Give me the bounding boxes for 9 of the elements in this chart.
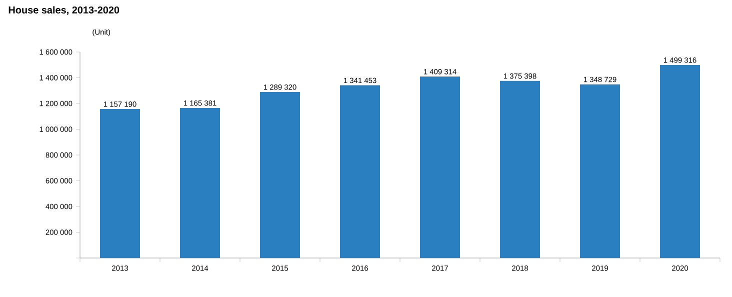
bar [420,76,460,258]
bar [580,84,620,258]
bar [180,108,220,258]
bar [100,109,140,258]
chart-title: House sales, 2013-2020 [8,6,120,15]
bar [660,64,700,258]
bar [500,80,540,258]
bar [260,92,300,258]
bar [340,85,380,258]
